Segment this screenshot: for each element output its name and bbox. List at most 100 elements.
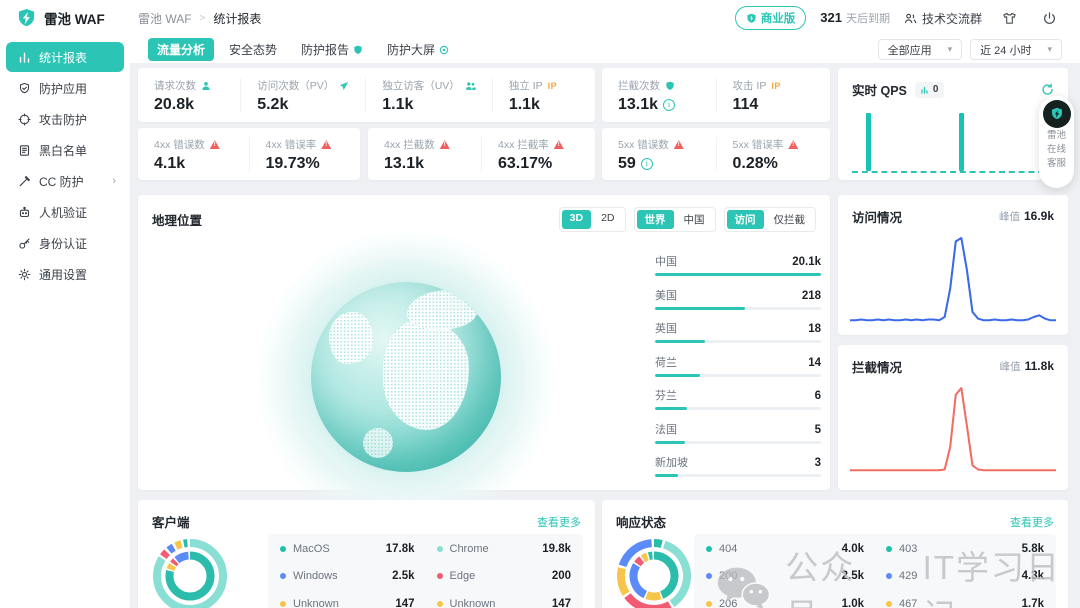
status-more-link[interactable]: 查看更多 [1010,516,1054,529]
legend-dot [436,545,443,552]
legend-value: 200 [551,570,571,583]
country-value: 18 [808,323,821,335]
caret-down-icon: ▾ [1047,44,1052,54]
sidebar-item-label: 攻击防护 [39,112,88,127]
service-label: 在线 [1046,144,1066,155]
breadcrumb-root[interactable]: 雷池 WAF [138,11,192,26]
sidebar-item-captcha[interactable]: 人机验证 [6,197,124,227]
qps-badge-value: 0 [932,84,939,95]
tab-label: 防护大屏 [387,43,436,57]
legend-dot [280,600,286,607]
gear-icon [18,268,31,280]
community-link[interactable]: 技术交流群 [904,10,982,27]
stat-label: 独立 IP [508,80,543,92]
legend-item: Edge 200 [436,563,571,591]
stats-card-5xx: 5xx 错误数 59 5xx 错误率 0.28% [602,128,830,180]
country-ranking: 中国 20.1k 美国 218 英国 18 荷兰 14 芬兰 6 法国 5 [655,253,821,488]
stat-pv: 访问次数（PV） 5.2k [241,78,367,113]
stat-value: 0.28% [732,155,778,172]
tabs: 流量分析 安全态势 防护报告 防护大屏 [148,38,458,61]
country-name: 荷兰 [655,356,677,369]
tab-label: 防护报告 [301,43,350,57]
sidebar-item-cc[interactable]: CC 防护 › [6,166,124,196]
logout-button[interactable] [1036,5,1062,31]
peak-label: 峰值 [999,361,1021,373]
geo-title: 地理位置 [152,214,203,228]
stat-label: 攻击 IP [732,80,767,92]
legend-value: 2.5k [392,570,415,583]
stat-label: 4xx 拦截数 [384,139,435,151]
globe-illustration[interactable] [256,230,556,530]
country-name: 中国 [655,256,677,268]
toggle-visits[interactable]: 访问 [726,210,764,229]
clients-more-link[interactable]: 查看更多 [537,516,581,529]
service-label: 雷池 [1046,130,1066,141]
legend-name: 429 [899,570,918,583]
country-value: 218 [801,289,821,302]
toggle-3d[interactable]: 3D [561,210,592,229]
stat-blocked-count: 拦截次数 13.1k [602,78,717,113]
legend-value: 147 [551,597,571,608]
peak-value: 16.9k [1023,209,1054,223]
country-name: 美国 [655,289,677,302]
sidebar-item-blacklist[interactable]: 黑白名单 [6,135,124,165]
theme-skin-button[interactable] [996,5,1022,31]
legend-name: Windows [293,570,338,583]
app-filter-select[interactable]: 全部应用 ▾ [877,39,963,60]
legend-name: 467 [899,597,918,608]
report-shield-icon [354,45,362,54]
brand: 雷池 WAF [0,8,130,29]
info-icon[interactable] [640,158,653,170]
continent-shape [329,312,373,364]
license-badge[interactable]: 商业版 [734,6,807,30]
country-bar [655,306,745,310]
legend-dot [886,600,892,607]
tab-security-posture[interactable]: 安全态势 [220,38,286,61]
topbar-actions: 商业版 321 天后到期 技术交流群 [734,5,1080,31]
toggle-blocks-only[interactable]: 仅拦截 [773,214,806,226]
clients-donut [150,536,230,608]
tab-traffic-analysis[interactable]: 流量分析 [148,38,215,61]
tab-label: 流量分析 [157,43,206,57]
legend-value: 4.3k [1021,570,1044,583]
toggle-china[interactable]: 中国 [683,214,705,226]
status-title: 响应状态 [616,516,667,530]
country-bar [655,474,679,477]
clients-title: 客户端 [152,516,190,530]
blocks-peak: 峰值 11.8k [1000,359,1054,374]
sidebar-item-auth[interactable]: 身份认证 [6,228,124,258]
users-icon [904,13,917,23]
country-bar [655,373,700,377]
legend-dot [280,545,286,552]
legend-value: 4.0k [841,542,864,555]
blocks-panel: 拦截情况 峰值 11.8k [838,345,1068,490]
sidebar-item-settings[interactable]: 通用设置 [6,259,124,289]
sidebar-item-apps[interactable]: 防护应用 [6,73,124,103]
breadcrumb: 雷池 WAF > 统计报表 [130,10,261,27]
toggle-2d[interactable]: 2D [601,212,615,224]
tab-protection-screen[interactable]: 防护大屏 [378,38,458,61]
country-name: 法国 [655,423,677,436]
time-range-select[interactable]: 近 24 小时 ▾ [970,39,1062,60]
status-panel: 响应状态 查看更多 404 4.0k 403 5.8k 200 2.5k 429… [602,500,1068,608]
legend-item: 467 1.7k [886,590,1044,608]
screen-badge-icon [439,45,449,54]
legend-dot [886,573,892,580]
country-row: 法国 5 [655,421,821,444]
legend-dot [436,573,443,580]
license-label: 商业版 [760,13,796,25]
sidebar-item-stats[interactable]: 统计报表 [6,42,124,72]
warning-icon [788,140,799,149]
bar-chart-icon [19,52,30,63]
globe [311,282,501,472]
shield-check-icon [19,82,30,93]
info-icon[interactable] [663,99,676,111]
toggle-world[interactable]: 世界 [636,210,674,229]
legend-name: 206 [719,597,738,608]
country-name: 芬兰 [655,390,677,402]
tab-protection-report[interactable]: 防护报告 [292,38,372,61]
refresh-icon[interactable] [1041,83,1054,96]
stat-value: 5.2k [257,96,289,113]
customer-service-widget[interactable]: 雷池 在线 客服 [1039,96,1074,188]
sidebar-item-attack[interactable]: 攻击防护 [6,104,124,134]
